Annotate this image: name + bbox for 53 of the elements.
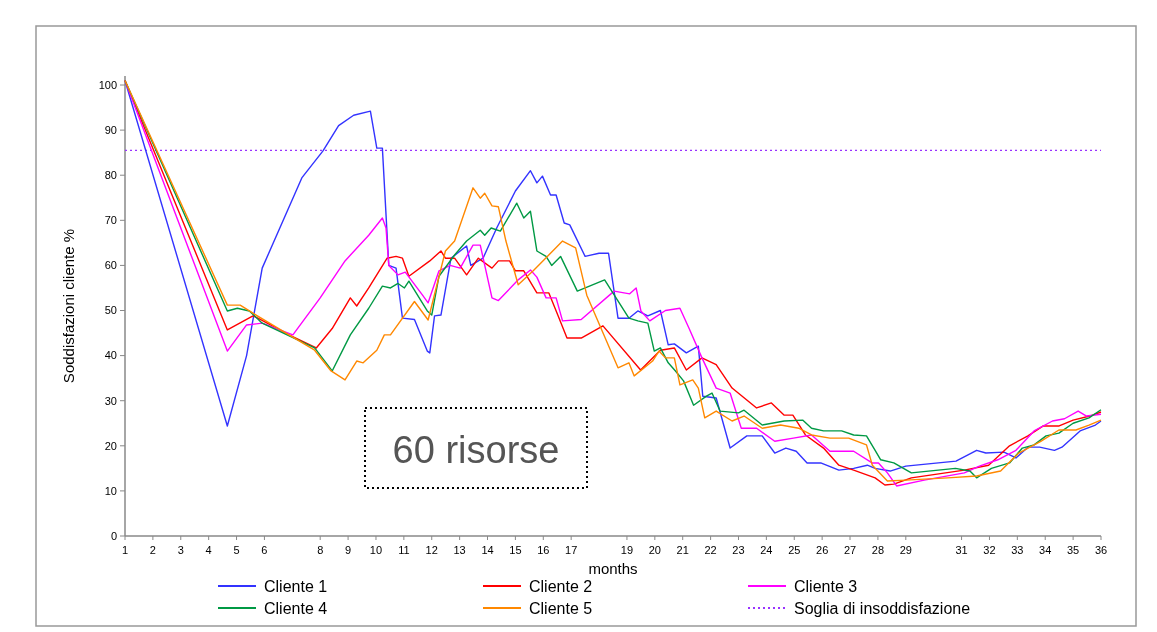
- x-tick-label: 16: [537, 544, 550, 556]
- legend-label: Cliente 5: [529, 599, 593, 617]
- x-tick-label: 35: [1066, 544, 1080, 556]
- legend-label: Cliente 4: [264, 599, 328, 617]
- y-tick-label: 90: [104, 123, 117, 136]
- x-tick-label: 20: [648, 544, 661, 556]
- x-tick-label: 29: [899, 544, 912, 556]
- y-tick-label: 0: [110, 529, 117, 542]
- x-tick-label: 5: [233, 544, 240, 556]
- x-tick-label: 23: [732, 544, 745, 556]
- x-tick-label: 27: [843, 544, 857, 556]
- x-tick-label: 3: [177, 544, 184, 556]
- x-tick-label: 26: [816, 544, 829, 556]
- y-tick-label: 10: [104, 484, 117, 497]
- x-tick-label: 22: [704, 544, 717, 556]
- y-tick-label: 60: [104, 259, 117, 272]
- legend-label: Soglia di insoddisfazione: [794, 599, 971, 617]
- x-tick-label: 21: [676, 544, 689, 556]
- y-tick-label: 40: [104, 349, 117, 362]
- annotation: 60 risorse: [392, 429, 560, 471]
- x-tick-label: 4: [205, 544, 212, 556]
- y-tick-label: 100: [98, 78, 117, 91]
- x-tick-label: 25: [788, 544, 801, 556]
- legend-label: Cliente 2: [529, 577, 593, 595]
- x-tick-label: 28: [871, 544, 885, 556]
- x-tick-label: 12: [425, 544, 438, 556]
- x-tick-label: 6: [261, 544, 268, 556]
- x-tick-label: 17: [565, 544, 578, 556]
- x-tick-label: 8: [317, 544, 324, 556]
- x-tick-label: 32: [983, 544, 996, 556]
- x-tick-label: 24: [760, 544, 773, 556]
- y-tick-label: 30: [104, 394, 117, 407]
- x-tick-label: 36: [1094, 544, 1108, 556]
- x-tick-label: 14: [481, 544, 494, 556]
- legend-label: Cliente 3: [794, 577, 858, 595]
- x-tick-label: 9: [345, 544, 352, 556]
- x-tick-label: 2: [149, 544, 156, 556]
- x-tick-label: 15: [509, 544, 522, 556]
- legend-label: Cliente 1: [264, 577, 328, 595]
- x-tick-label: 34: [1039, 544, 1052, 556]
- x-tick-label: 31: [955, 544, 968, 556]
- x-tick-label: 33: [1011, 544, 1024, 556]
- x-axis-title: months: [588, 560, 638, 577]
- y-tick-label: 50: [104, 304, 117, 317]
- y-tick-label: 80: [104, 169, 117, 182]
- x-tick-label: 11: [398, 544, 410, 556]
- x-tick-label: 10: [369, 544, 383, 556]
- y-tick-label: 20: [104, 439, 117, 452]
- y-axis-title: Soddisfazioni cliente %: [60, 228, 77, 384]
- x-tick-label: 13: [453, 544, 466, 556]
- x-tick-label: 1: [121, 544, 129, 556]
- x-tick-label: 19: [620, 544, 634, 556]
- y-tick-label: 70: [104, 214, 117, 227]
